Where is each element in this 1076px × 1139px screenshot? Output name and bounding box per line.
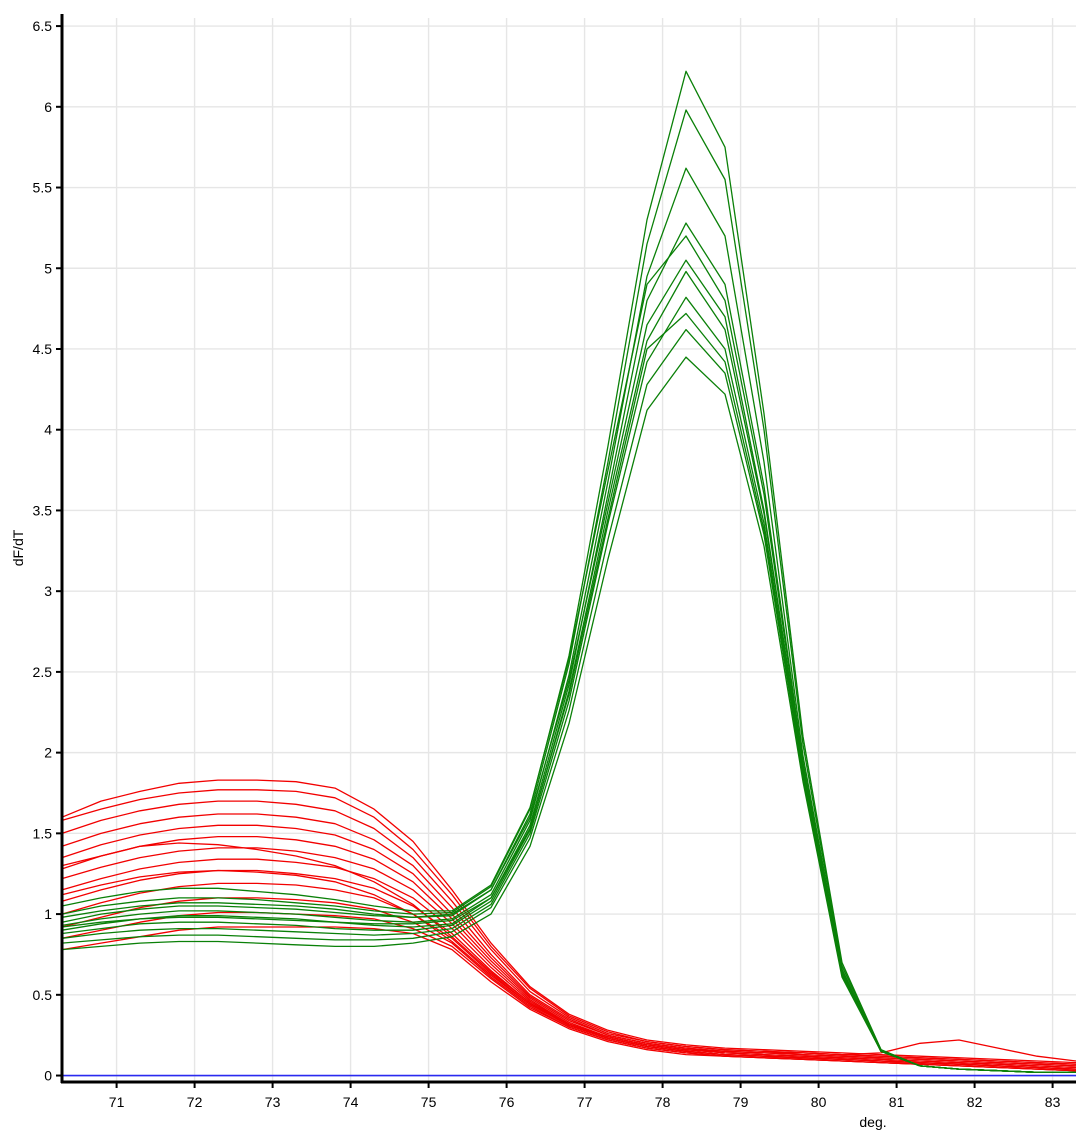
x-tick-label-4: 75 <box>421 1094 437 1110</box>
green-curve-8 <box>61 356 1076 1073</box>
series-group <box>61 70 1076 1077</box>
x-tick-label-0: 71 <box>109 1094 125 1110</box>
x-tick-label-11: 82 <box>967 1094 983 1110</box>
y-tick-label-9: 4.5 <box>33 341 53 357</box>
x-tick-label-7: 78 <box>655 1094 671 1110</box>
red-curve-7 <box>61 858 1076 1070</box>
red-curve-4 <box>61 824 1076 1067</box>
red-curve-11 <box>61 911 1076 1072</box>
green-curve-4 <box>61 222 1076 1073</box>
x-tick-label-2: 73 <box>265 1094 281 1110</box>
y-tick-label-6: 3 <box>44 583 52 599</box>
y-tick-label-13: 6.5 <box>33 18 53 34</box>
axes: 0 0.5 1 1.5 2 2.5 3 3.5 4 4.5 5 5.5 6 6.5 71 72 73 74 75 76… <box>33 14 1076 1110</box>
red-curve-13 <box>61 842 1076 1062</box>
x-tick-label-8: 79 <box>733 1094 749 1110</box>
y-tick-label-3: 1.5 <box>33 825 53 841</box>
x-tick-label-1: 72 <box>187 1094 203 1110</box>
red-curve-8 <box>61 869 1076 1070</box>
red-curve-12 <box>61 926 1076 1072</box>
y-tick-label-1: 0.5 <box>33 987 53 1003</box>
x-tick-label-6: 77 <box>577 1094 593 1110</box>
green-curve-10 <box>61 312 1076 1073</box>
green-curve-3 <box>61 167 1076 1073</box>
x-axis-title: deg. <box>859 1114 886 1130</box>
y-tick-label-12: 6 <box>44 99 52 115</box>
y-tick-label-2: 1 <box>44 906 52 922</box>
red-curve-6 <box>61 847 1076 1069</box>
x-tick-label-5: 76 <box>499 1094 515 1110</box>
x-tick-label-9: 80 <box>811 1094 827 1110</box>
red-curve-0 <box>61 779 1076 1064</box>
x-tick-label-10: 81 <box>889 1094 905 1110</box>
y-tick-label-0: 0 <box>44 1068 52 1084</box>
y-axis-title: dF/dT <box>10 529 26 566</box>
red-curve-14 <box>61 869 1076 1070</box>
y-tick-label-5: 2.5 <box>33 664 53 680</box>
y-tick-label-8: 4 <box>44 422 52 438</box>
y-tick-label-7: 3.5 <box>33 502 53 518</box>
red-curve-2 <box>61 800 1076 1065</box>
x-tick-label-3: 74 <box>343 1094 359 1110</box>
y-tick-label-10: 5 <box>44 260 52 276</box>
y-tick-label-11: 5.5 <box>33 180 53 196</box>
x-tick-label-12: 83 <box>1045 1094 1061 1110</box>
red-curve-10 <box>61 897 1076 1072</box>
y-tick-label-4: 2 <box>44 745 52 761</box>
